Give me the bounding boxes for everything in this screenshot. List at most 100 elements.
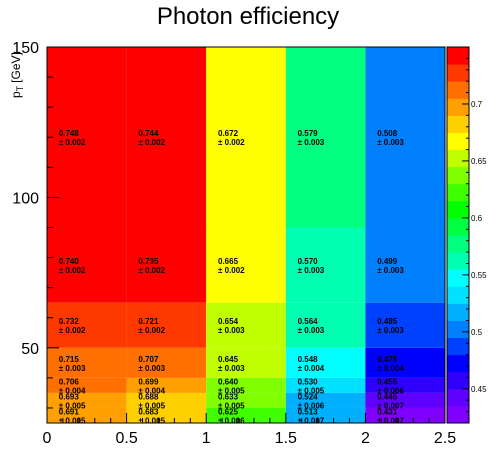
cell-error-label: ± 0.005 <box>59 416 86 425</box>
cell-value-label: 0.633 <box>218 392 239 401</box>
x-tick-label: 1.5 <box>275 430 297 447</box>
axes: 0 0.5 1 1.5 2 2.5 50 100 150 <box>12 40 456 447</box>
cell-value-label: 0.683 <box>138 407 159 416</box>
heatmap-cell <box>365 302 445 348</box>
plot-frame <box>46 46 446 424</box>
cell-error-label: ± 0.003 <box>298 266 325 275</box>
cell-value-label: 0.513 <box>298 407 319 416</box>
cell-value-label: 0.475 <box>377 355 398 364</box>
colorbar-segment <box>447 183 469 202</box>
cell-error-label: ± 0.004 <box>377 364 404 373</box>
colorbar-segment <box>447 337 469 356</box>
heatmap-cell <box>47 227 127 303</box>
cell-error-label: ± 0.006 <box>218 416 245 425</box>
cell-value-label: 0.691 <box>59 407 80 416</box>
chart-title: Photon efficiency <box>157 3 339 30</box>
colorbar-segment <box>447 217 469 236</box>
heatmap-cells <box>47 47 445 423</box>
heatmap-cell <box>206 392 286 408</box>
cell-value-label: 0.699 <box>138 377 159 386</box>
colorbar-segment <box>447 98 469 116</box>
cell-error-label: ± 0.002 <box>59 138 86 147</box>
cell-value-label: 0.715 <box>59 355 80 364</box>
heatmap-cell <box>285 407 366 423</box>
colorbar-segment <box>447 405 469 424</box>
cell-value-label: 0.455 <box>377 377 398 386</box>
cell-error-label: ± 0.002 <box>218 138 245 147</box>
cell-error-label: ± 0.003 <box>377 266 404 275</box>
colorbar-segment <box>447 47 469 65</box>
cell-error-label: ± 0.002 <box>59 266 86 275</box>
colorbar-segment <box>447 269 469 287</box>
cell-error-label: ± 0.004 <box>138 386 165 395</box>
colorbar-segment <box>447 149 469 168</box>
colorbar-tick-label: 0.5 <box>471 328 483 337</box>
cell-error-label: ± 0.006 <box>298 401 325 410</box>
cell-error-label: ± 0.006 <box>377 386 404 395</box>
cell-value-label: 0.740 <box>59 257 80 266</box>
y-tick-label: 100 <box>12 190 39 207</box>
cell-error-label: ± 0.004 <box>59 386 86 395</box>
y-tick-label: 50 <box>21 341 39 358</box>
cell-error-label: ± 0.005 <box>138 416 165 425</box>
cell-value-label: 0.524 <box>298 392 319 401</box>
colorbar-segment <box>447 371 469 390</box>
heatmap-cell <box>126 47 207 228</box>
heatmap-cell <box>126 302 207 348</box>
x-tick-label: 1 <box>202 430 211 447</box>
heatmap-cell <box>285 392 366 408</box>
color-scale: 0.45 0.5 0.55 0.6 0.65 0.7 <box>446 46 487 424</box>
cell-error-label: ± 0.005 <box>298 386 325 395</box>
cell-value-label: 0.625 <box>218 407 239 416</box>
cell-value-label: 0.548 <box>298 355 319 364</box>
y-tick-label: 150 <box>12 40 39 57</box>
x-tick-label: 0 <box>43 430 52 447</box>
colorbar-tick-label: 0.65 <box>471 157 487 166</box>
heatmap-cell <box>47 302 127 348</box>
cell-error-label: ± 0.005 <box>218 401 245 410</box>
cell-error-label: ± 0.003 <box>298 326 325 335</box>
heatmap-cell <box>126 407 207 423</box>
cell-value-label: 0.706 <box>59 377 80 386</box>
heatmap-cell <box>126 347 207 378</box>
heatmap-cell <box>206 377 286 393</box>
y-axis-title: pT [GeV] <box>9 52 25 98</box>
cell-error-label: ± 0.003 <box>218 364 245 373</box>
cell-value-label: 0.748 <box>59 129 80 138</box>
y-axis-title-main: p <box>9 91 23 98</box>
cell-error-label: ± 0.002 <box>218 266 245 275</box>
heatmap-cell <box>206 347 286 378</box>
heatmap-cell <box>126 377 207 393</box>
colorbar-segment <box>447 303 469 321</box>
colorbar-segment <box>447 166 469 185</box>
cell-error-label: ± 0.004 <box>298 364 325 373</box>
heatmap-cell <box>365 392 445 408</box>
cell-error-label: ± 0.005 <box>138 401 165 410</box>
heatmap-cell <box>206 302 286 348</box>
cell-error-label: ± 0.003 <box>59 364 86 373</box>
cell-value-label: 0.721 <box>138 317 159 326</box>
colorbar-segment <box>447 235 469 253</box>
cell-value-label: 0.445 <box>377 392 398 401</box>
heatmap-cell <box>365 377 445 393</box>
cell-value-label: 0.485 <box>377 317 398 326</box>
cell-value-label: 0.579 <box>298 129 319 138</box>
cell-value-label: 0.707 <box>138 355 159 364</box>
cell-value-label: 0.564 <box>298 317 319 326</box>
colorbar-tick-label: 0.55 <box>471 271 487 280</box>
colorbar-segment <box>447 200 469 219</box>
colorbar-tick-label: 0.6 <box>471 214 483 223</box>
heatmap-cell <box>285 377 366 393</box>
heatmap-cell <box>365 227 445 303</box>
heatmap-cell <box>285 227 366 303</box>
cell-error-label: ± 0.005 <box>59 401 86 410</box>
cell-value-label: 0.744 <box>138 129 159 138</box>
heatmap-cell <box>126 227 207 303</box>
cell-value-label: 0.735 <box>138 257 159 266</box>
heatmap-cell <box>365 347 445 378</box>
cell-value-label: 0.672 <box>218 129 239 138</box>
heatmap-cell <box>47 347 127 378</box>
cell-value-label: 0.431 <box>377 407 398 416</box>
